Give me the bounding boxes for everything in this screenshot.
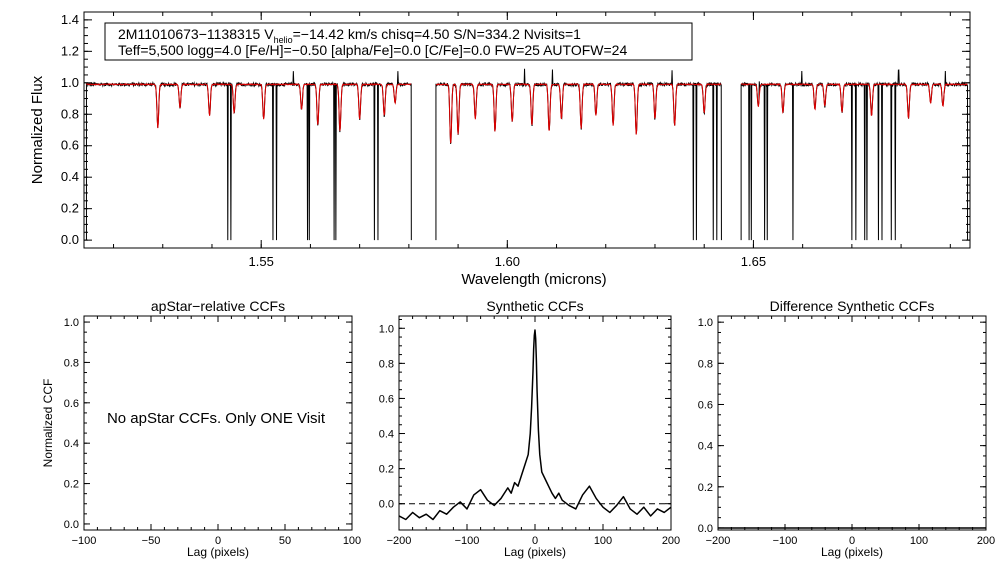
synthetic-ccf-y-tick-label: 0.6 xyxy=(379,393,394,405)
difference-ccf-title: Difference Synthetic CCFs xyxy=(770,298,935,314)
synthetic-ccf-y-tick-label: 1.0 xyxy=(379,323,394,335)
synthetic-ccf-x-tick-label: 100 xyxy=(594,535,612,547)
spectrum-y-axis-label: Normalized Flux xyxy=(29,75,46,184)
difference-ccf-x-tick-label: −100 xyxy=(773,535,798,547)
apstar-ccf-x-axis-label: Lag (pixels) xyxy=(187,545,249,559)
spectrum-x-axis-label: Wavelength (microns) xyxy=(461,271,606,288)
apstar-ccf-note: No apStar CCFs. Only ONE Visit xyxy=(107,410,326,427)
synthetic-ccf-x-tick-label: −100 xyxy=(455,535,480,547)
apstar-ccf-y-tick-label: 1.0 xyxy=(64,317,79,329)
apstar-ccf-panel: apStar−relative CCFs −100 −50 0 50 100 0.0 0.2… xyxy=(41,298,361,559)
apstar-ccf-x-tick-label: 0 xyxy=(215,535,221,547)
difference-ccf-axes-frame xyxy=(717,315,987,531)
apstar-ccf-x-tick-label: −100 xyxy=(72,535,97,547)
difference-ccf-x-axis-label: Lag (pixels) xyxy=(821,545,883,559)
synthetic-ccf-panel: Synthetic CCFs −200 −100 0 100 200 0.0 0.2 0.4 0… xyxy=(379,298,680,559)
difference-ccf-x-tick-label: −200 xyxy=(706,535,731,547)
spectrum-y-tick-label: 0.2 xyxy=(61,201,79,216)
apstar-ccf-y-tick-label: 0.4 xyxy=(64,438,79,450)
spectrum-y-tick-label: 0.4 xyxy=(61,169,79,184)
vhelio-subscript: helio xyxy=(274,35,293,45)
apstar-ccf-x-tick-label: −50 xyxy=(142,535,161,547)
difference-ccf-y-tick-label: 0.0 xyxy=(698,523,713,535)
spectrum-x-tick-label: 1.65 xyxy=(741,254,766,269)
spectrum-observed-line xyxy=(85,71,412,241)
star-id: 2M11010673−1138315 xyxy=(118,26,261,42)
apstar-ccf-y-axis-label: Normalized CCF xyxy=(41,379,55,468)
synthetic-ccf-y-tick-label: 0.0 xyxy=(379,499,394,511)
apstar-ccf-ticks: −100 −50 0 50 100 0.0 0.2 0.4 0.6 0.8 1.0 xyxy=(64,316,361,547)
difference-ccf-y-tick-label: 0.2 xyxy=(698,482,713,494)
annotation-line-2: Teff=5,500 logg=4.0 [Fe/H]=−0.50 [alpha/… xyxy=(118,42,627,58)
spectrum-observed-line xyxy=(435,68,722,241)
vhelio-label: V xyxy=(264,26,274,42)
synthetic-ccf-y-tick-label: 0.4 xyxy=(379,429,394,441)
vhelio-text: =−14.42 km/s chisq=4.50 S/N=334.2 Nvisit… xyxy=(293,26,582,42)
spectrum-observed-line xyxy=(740,69,969,241)
spectrum-x-tick-label: 1.60 xyxy=(495,254,520,269)
apstar-ccf-y-tick-label: 0.6 xyxy=(64,398,79,410)
spectrum-y-tick-label: 0.6 xyxy=(61,138,79,153)
apstar-ccf-x-tick-label: 100 xyxy=(343,535,361,547)
difference-ccf-y-tick-label: 1.0 xyxy=(698,317,713,329)
synthetic-ccf-x-axis-label: Lag (pixels) xyxy=(504,545,566,559)
annotation-box xyxy=(104,22,693,61)
synthetic-ccf-plot-area xyxy=(398,329,672,521)
difference-ccf-y-tick-label: 0.4 xyxy=(698,441,713,453)
spectrum-model-line xyxy=(740,82,968,119)
synthetic-ccf-line xyxy=(398,329,672,521)
synthetic-ccf-axes-frame xyxy=(398,315,672,531)
spectrum-y-tick-label: 1.4 xyxy=(61,12,79,27)
spectrum-plot-area xyxy=(85,68,969,241)
spectrum-x-tick-label: 1.55 xyxy=(249,254,274,269)
difference-ccf-x-tick-label: 100 xyxy=(910,535,928,547)
difference-ccf-x-tick-label: 200 xyxy=(977,535,995,547)
synthetic-ccf-x-tick-label: −200 xyxy=(387,535,412,547)
spectrum-y-tick-label: 1.0 xyxy=(61,75,79,90)
apstar-ccf-title: apStar−relative CCFs xyxy=(151,298,285,314)
synthetic-ccf-title: Synthetic CCFs xyxy=(486,298,583,314)
difference-ccf-x-tick-label: 0 xyxy=(849,535,855,547)
apstar-ccf-y-tick-label: 0.0 xyxy=(64,519,79,531)
annotation-line-1: 2M11010673−1138315 Vhelio=−14.42 km/s ch… xyxy=(118,26,581,45)
spectrum-model-line xyxy=(435,82,722,144)
apstar-ccf-y-tick-label: 0.2 xyxy=(64,479,79,491)
spectrum-y-tick-label: 1.2 xyxy=(61,43,79,58)
spectrum-model-line xyxy=(86,82,412,131)
spectrum-panel: 1.55 1.60 1.65 0.0 0.2 0.4 0.6 0.8 1.0 1.2 1.4 2M1… xyxy=(29,11,971,288)
difference-ccf-y-tick-label: 0.6 xyxy=(698,399,713,411)
difference-ccf-ticks: −200 −100 0 100 200 0.0 0.2 0.4 0.6 0.8 1.0 xyxy=(698,316,995,547)
synthetic-ccf-x-tick-label: 0 xyxy=(532,535,538,547)
synthetic-ccf-ticks: −200 −100 0 100 200 0.0 0.2 0.4 0.6 0.8 1.0 xyxy=(379,316,680,547)
synthetic-ccf-y-tick-label: 0.8 xyxy=(379,358,394,370)
synthetic-ccf-y-tick-label: 0.2 xyxy=(379,464,394,476)
difference-ccf-y-tick-label: 0.8 xyxy=(698,358,713,370)
spectrum-y-tick-label: 0.0 xyxy=(61,232,79,247)
synthetic-ccf-x-tick-label: 200 xyxy=(662,535,680,547)
difference-ccf-panel: Difference Synthetic CCFs −200 −100 0 100 20… xyxy=(698,298,995,559)
apstar-ccf-x-tick-label: 50 xyxy=(279,535,291,547)
spectrum-ticks: 1.55 1.60 1.65 0.0 0.2 0.4 0.6 0.8 1.0 1.2 1.4 xyxy=(61,12,970,269)
apstar-ccf-y-tick-label: 0.8 xyxy=(64,357,79,369)
spectrum-y-tick-label: 0.8 xyxy=(61,106,79,121)
